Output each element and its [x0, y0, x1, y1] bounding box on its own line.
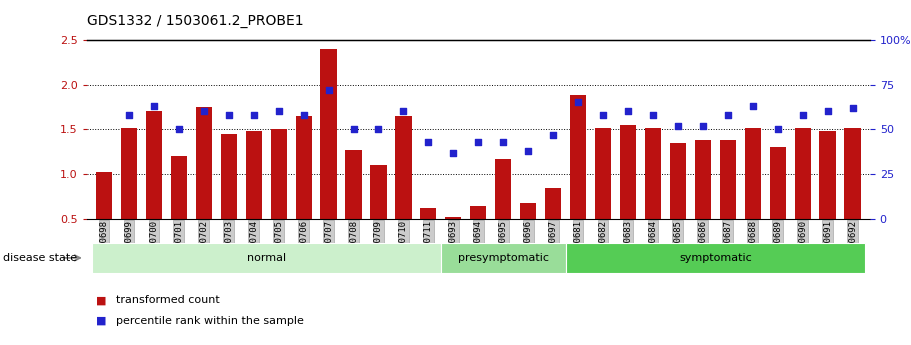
Bar: [371, 165, 386, 264]
Point: [695, 123, 710, 129]
Bar: [720, 140, 736, 264]
Point: [646, 112, 660, 118]
Text: transformed count: transformed count: [116, 295, 220, 305]
Bar: [295, 116, 312, 264]
Point: [322, 87, 336, 93]
Bar: [695, 140, 711, 264]
Point: [221, 112, 236, 118]
Bar: [196, 107, 212, 264]
Point: [820, 109, 834, 114]
Text: ■: ■: [96, 295, 107, 305]
Bar: [441, 243, 566, 273]
Bar: [146, 111, 162, 264]
Text: percentile rank within the sample: percentile rank within the sample: [116, 316, 303, 326]
Point: [147, 103, 161, 109]
Point: [795, 112, 810, 118]
Point: [296, 112, 311, 118]
Point: [446, 150, 461, 156]
Bar: [170, 156, 187, 264]
Bar: [595, 128, 611, 264]
Point: [371, 127, 385, 132]
Point: [271, 109, 286, 114]
Point: [596, 112, 610, 118]
Point: [546, 132, 560, 138]
Point: [845, 105, 860, 111]
Text: ■: ■: [96, 316, 107, 326]
Bar: [220, 134, 237, 264]
Point: [745, 103, 760, 109]
Bar: [545, 188, 561, 264]
Bar: [395, 116, 412, 264]
Point: [471, 139, 486, 145]
Text: GDS1332 / 1503061.2_PROBE1: GDS1332 / 1503061.2_PROBE1: [87, 14, 303, 28]
Text: symptomatic: symptomatic: [679, 253, 752, 263]
Bar: [271, 129, 287, 264]
Point: [197, 109, 211, 114]
Point: [171, 127, 186, 132]
Point: [771, 127, 785, 132]
Bar: [820, 131, 835, 264]
Bar: [566, 243, 865, 273]
Point: [247, 112, 261, 118]
Bar: [570, 95, 586, 264]
Bar: [794, 128, 811, 264]
Bar: [246, 131, 261, 264]
Bar: [520, 203, 537, 264]
Point: [421, 139, 435, 145]
Point: [670, 123, 685, 129]
Bar: [420, 208, 436, 264]
Bar: [844, 128, 861, 264]
Bar: [96, 172, 112, 264]
Point: [721, 112, 735, 118]
Point: [346, 127, 361, 132]
Bar: [121, 128, 137, 264]
Point: [521, 148, 536, 154]
Bar: [345, 150, 362, 264]
Bar: [445, 217, 462, 264]
Text: presymptomatic: presymptomatic: [457, 253, 548, 263]
Text: normal: normal: [247, 253, 286, 263]
Bar: [321, 49, 337, 264]
Bar: [619, 125, 636, 264]
Bar: [670, 143, 686, 264]
Bar: [770, 147, 786, 264]
Point: [571, 100, 586, 105]
Text: disease state: disease state: [3, 253, 77, 263]
Bar: [744, 128, 761, 264]
Bar: [495, 159, 511, 264]
Point: [496, 139, 510, 145]
Point: [396, 109, 411, 114]
Bar: [645, 128, 661, 264]
Point: [122, 112, 137, 118]
Bar: [91, 243, 441, 273]
Bar: [470, 206, 486, 264]
Point: [620, 109, 635, 114]
